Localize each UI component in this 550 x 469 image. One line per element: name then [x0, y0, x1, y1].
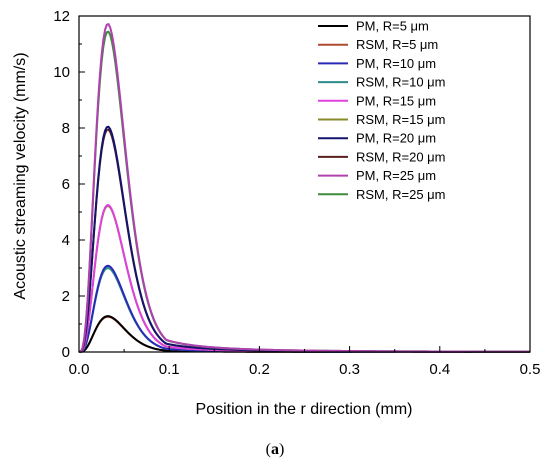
legend: PM, R=5 μm RSM, R=5 μm PM, R=10 μm RSM, R=1…: [318, 19, 445, 202]
y-axis-title: Acoustic streaming velocity (mm/s): [12, 52, 29, 299]
series-line: [78, 204, 530, 353]
legend-label: RSM, R=20 μm: [356, 149, 445, 164]
x-tick-label: 0.5: [520, 361, 541, 378]
y-tick-label: 12: [53, 8, 70, 25]
series-line: [78, 125, 531, 353]
y-tick-label: 10: [53, 64, 70, 81]
series-curves: [78, 22, 531, 353]
y-tick-label: 8: [62, 120, 70, 137]
x-tick-label: 0.3: [339, 361, 360, 378]
caption-close: ): [279, 441, 285, 458]
series-line: [78, 204, 530, 353]
legend-label: RSM, R=10 μm: [356, 75, 445, 90]
line-chart: 0.0 0.1 0.2 0.3 0.4 0.5 0 2 4 6 8 10 12 Position in…: [12, 8, 541, 418]
legend-label: PM, R=20 μm: [356, 131, 436, 146]
series-line: [78, 22, 530, 353]
legend-label: RSM, R=15 μm: [356, 112, 445, 127]
series-line: [78, 128, 530, 353]
x-axis: 0.0 0.1 0.2 0.3 0.4 0.5: [69, 346, 541, 378]
caption-open: (: [265, 441, 271, 458]
x-tick-label: 0.0: [69, 361, 90, 378]
figure-caption: (a): [0, 441, 550, 459]
x-tick-label: 0.2: [249, 361, 270, 378]
x-axis-title: Position in the r direction (mm): [196, 401, 413, 418]
series-line: [78, 30, 530, 353]
legend-label: PM, R=5 μm: [356, 19, 429, 34]
x-tick-label: 0.4: [429, 361, 450, 378]
legend-label: RSM, R=25 μm: [356, 187, 445, 202]
y-tick-label: 6: [62, 176, 70, 193]
series-line: [78, 267, 530, 353]
series-line: [78, 315, 530, 353]
caption-label: a: [271, 441, 279, 458]
y-axis: 0 2 4 6 8 10 12: [53, 8, 85, 361]
legend-label: PM, R=15 μm: [356, 93, 436, 108]
legend-label: PM, R=10 μm: [356, 56, 436, 71]
y-tick-label: 4: [62, 232, 70, 249]
x-tick-label: 0.1: [159, 361, 180, 378]
y-tick-label: 2: [62, 288, 70, 305]
y-tick-label: 0: [62, 344, 70, 361]
legend-label: PM, R=25 μm: [356, 168, 436, 183]
legend-label: RSM, R=5 μm: [356, 37, 438, 52]
plot-frame: [78, 15, 531, 353]
